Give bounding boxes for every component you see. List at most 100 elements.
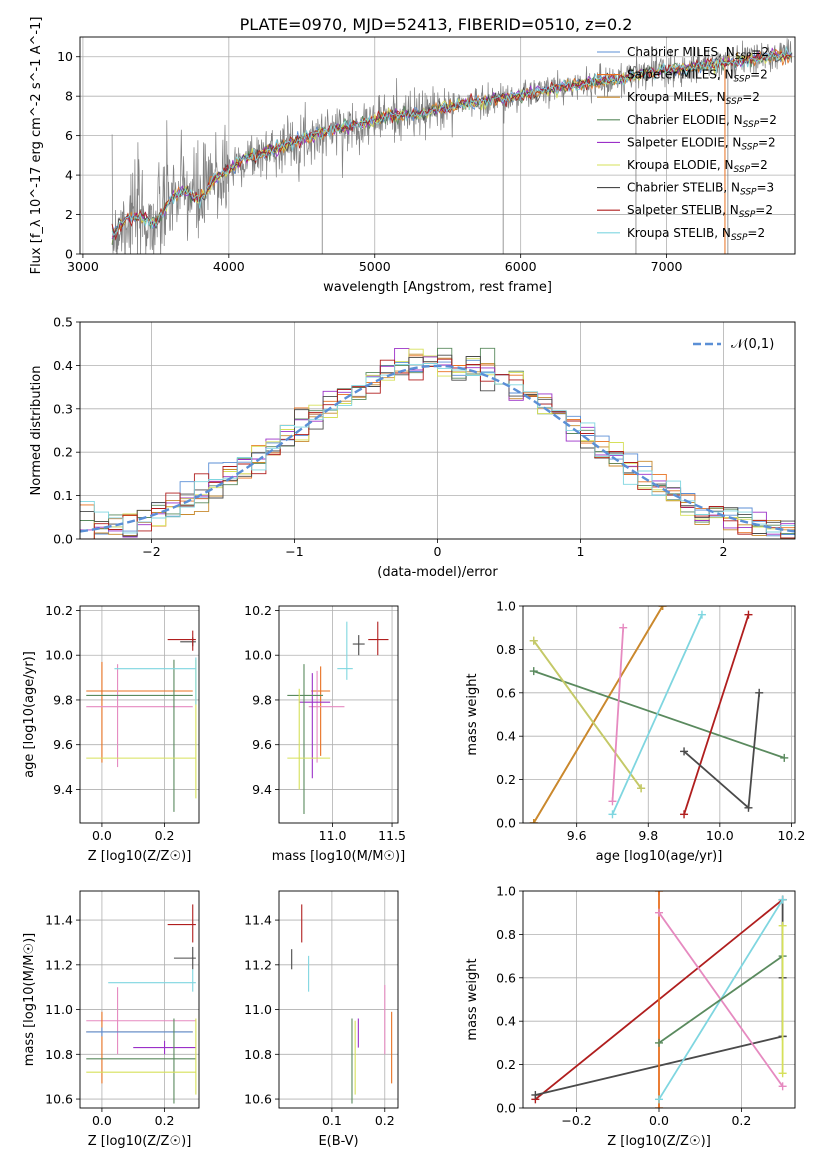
data-point: [352, 635, 365, 656]
observed-spectrum: [111, 38, 793, 254]
axes-frame: [79, 605, 200, 824]
weight-marker: [637, 784, 646, 793]
weight-marker: [780, 753, 789, 762]
model-spectrum: [111, 45, 792, 237]
y-tick-label: 0.0: [496, 816, 516, 831]
legend-label: Salpeter MILES, NSSP=2: [627, 68, 768, 85]
y-tick-label: 11.4: [244, 913, 272, 928]
y-axis-label: Flux [f_λ 10^-17 erg cm^-2 s^-1 A^-1]: [29, 17, 44, 275]
y-tick-label: 11.0: [45, 1002, 73, 1017]
weight-series-line: [532, 640, 642, 789]
y-tick-label: 11.2: [45, 957, 73, 972]
y-tick-label: 11.4: [45, 913, 73, 928]
y-tick-label: 0.5: [53, 315, 73, 330]
data-point: [287, 664, 324, 815]
x-tick-label: 9.6: [567, 828, 587, 843]
x-axis-label: E(B-V): [318, 1134, 358, 1149]
y-axis-label: mass weight: [465, 673, 480, 755]
x-tick-label: 0.1: [322, 1113, 342, 1128]
axes-weight-vs-age: 9.6 9.8 10.0 10.2 0.0 0.2 0.4 0.6 0.8 1.0 age [log…: [465, 599, 805, 865]
weight-marker: [680, 747, 689, 756]
weight-marker: [778, 921, 787, 930]
figure-title: PLATE=0970, MJD=52413, FIBERID=0510, z=0…: [240, 15, 633, 34]
plot-area-weight-vs-Z: [531, 891, 787, 1108]
grid-age-vs-mass: [279, 606, 398, 823]
weight-series-line: [533, 670, 785, 759]
data-point: [180, 637, 196, 647]
axes-frame: [278, 605, 399, 824]
axes-residuals: −2 −1 0 1 2 0.0 0.1 0.2 0.3 0.4 0.5 (data-model)/er…: [29, 315, 796, 580]
x-tick-label: 3000: [67, 259, 99, 274]
legend-label-subscript: SSP: [739, 210, 756, 220]
weight-marker: [778, 895, 787, 904]
axes-mass-vs-Z: 0.0 0.2 10.6 10.8 11.0 11.2 11.4 Z [log10(Z/Z☉)…: [22, 890, 200, 1149]
axes-frame: [522, 890, 796, 1109]
weight-marker: [619, 623, 628, 632]
legend-label-count: =2: [751, 45, 769, 59]
legend-label: Kroupa STELIB, NSSP=2: [627, 226, 765, 243]
legend-label-count: =2: [750, 68, 768, 82]
weight-marker: [655, 1095, 663, 1104]
axes-age-vs-Z: 0.0 0.2 9.4 9.6 9.8 10.0 10.2 Z [log10(Z/Z☉)] ag…: [22, 603, 200, 864]
axes-frame: [522, 605, 796, 824]
y-tick-label: 0.6: [496, 970, 516, 985]
y-tick-label: 0.4: [496, 1014, 516, 1029]
x-tick-label: 0.0: [649, 1113, 669, 1128]
y-tick-label: 0.1: [53, 488, 73, 503]
x-tick-label: 0.0: [92, 828, 112, 843]
weight-series-line: [658, 955, 784, 1044]
y-tick-label: 1.0: [496, 599, 516, 614]
legend-label: Kroupa MILES, NSSP=2: [627, 90, 760, 107]
x-tick-label: 11.0: [319, 828, 347, 843]
x-tick-label: 0.2: [155, 1113, 175, 1128]
y-tick-label: 10.2: [244, 603, 272, 618]
data-point: [86, 1018, 196, 1104]
weight-marker: [529, 636, 538, 645]
x-tick-label: 0: [434, 544, 442, 559]
x-tick-label: 2: [720, 544, 728, 559]
legend-label-subscript: SSP: [741, 142, 758, 152]
y-tick-label: 0.3: [53, 401, 73, 416]
y-tick-label: 10.6: [45, 1092, 73, 1107]
legend-label-subscript: SSP: [743, 120, 760, 130]
x-tick-label: 7000: [651, 259, 683, 274]
y-tick-label: 0.2: [53, 445, 73, 460]
axes-frame: [79, 321, 796, 540]
data-point: [86, 1018, 197, 1095]
grid-mass-vs-Z: [80, 891, 199, 1108]
plot-area-residuals: [80, 347, 795, 539]
weight-marker: [531, 1090, 540, 1099]
plot-area-mass-vs-EBV: [291, 904, 393, 1104]
weight-marker: [778, 1082, 787, 1091]
y-tick-label: 0.8: [496, 642, 516, 657]
y-tick-label: 0.6: [496, 685, 516, 700]
weight-marker: [778, 1069, 787, 1078]
weight-marker: [755, 688, 764, 697]
x-tick-label: −1: [285, 544, 303, 559]
y-tick-label: 11.0: [244, 1002, 272, 1017]
y-tick-label: 6: [65, 128, 73, 143]
data-point: [311, 666, 331, 756]
plot-area-age-vs-Z: [86, 630, 197, 812]
weight-marker: [680, 810, 689, 819]
y-tick-label: 9.4: [53, 782, 73, 797]
data-point: [86, 659, 197, 799]
axes-weight-vs-Z: −0.2 0.0 0.2 0.0 0.2 0.4 0.6 0.8 1.0 Z [log10(Z/Z…: [465, 884, 796, 1149]
axes-mass-vs-EBV: 0.1 0.2 10.6 10.8 11.0 11.2 11.4 E(B-V): [244, 890, 399, 1149]
data-point: [86, 661, 193, 763]
y-tick-label: 10: [57, 49, 73, 64]
legend-label-count: =2: [750, 158, 768, 172]
x-axis-label: Z [log10(Z/Z☉)]: [88, 849, 192, 864]
legend-label-count: =2: [758, 135, 776, 149]
data-point: [86, 1027, 193, 1037]
x-tick-label: 10.2: [777, 828, 805, 843]
data-point: [167, 904, 196, 943]
x-axis-label: Z [log10(Z/Z☉)]: [88, 1134, 192, 1149]
weight-series-line: [611, 627, 625, 802]
y-tick-label: 10.0: [244, 648, 272, 663]
data-point: [287, 688, 331, 790]
plot-area-mass-vs-Z: [86, 904, 197, 1104]
y-tick-label: 10.8: [244, 1047, 272, 1062]
data-point: [337, 621, 353, 680]
legend-label-subscript: SSP: [734, 75, 751, 85]
